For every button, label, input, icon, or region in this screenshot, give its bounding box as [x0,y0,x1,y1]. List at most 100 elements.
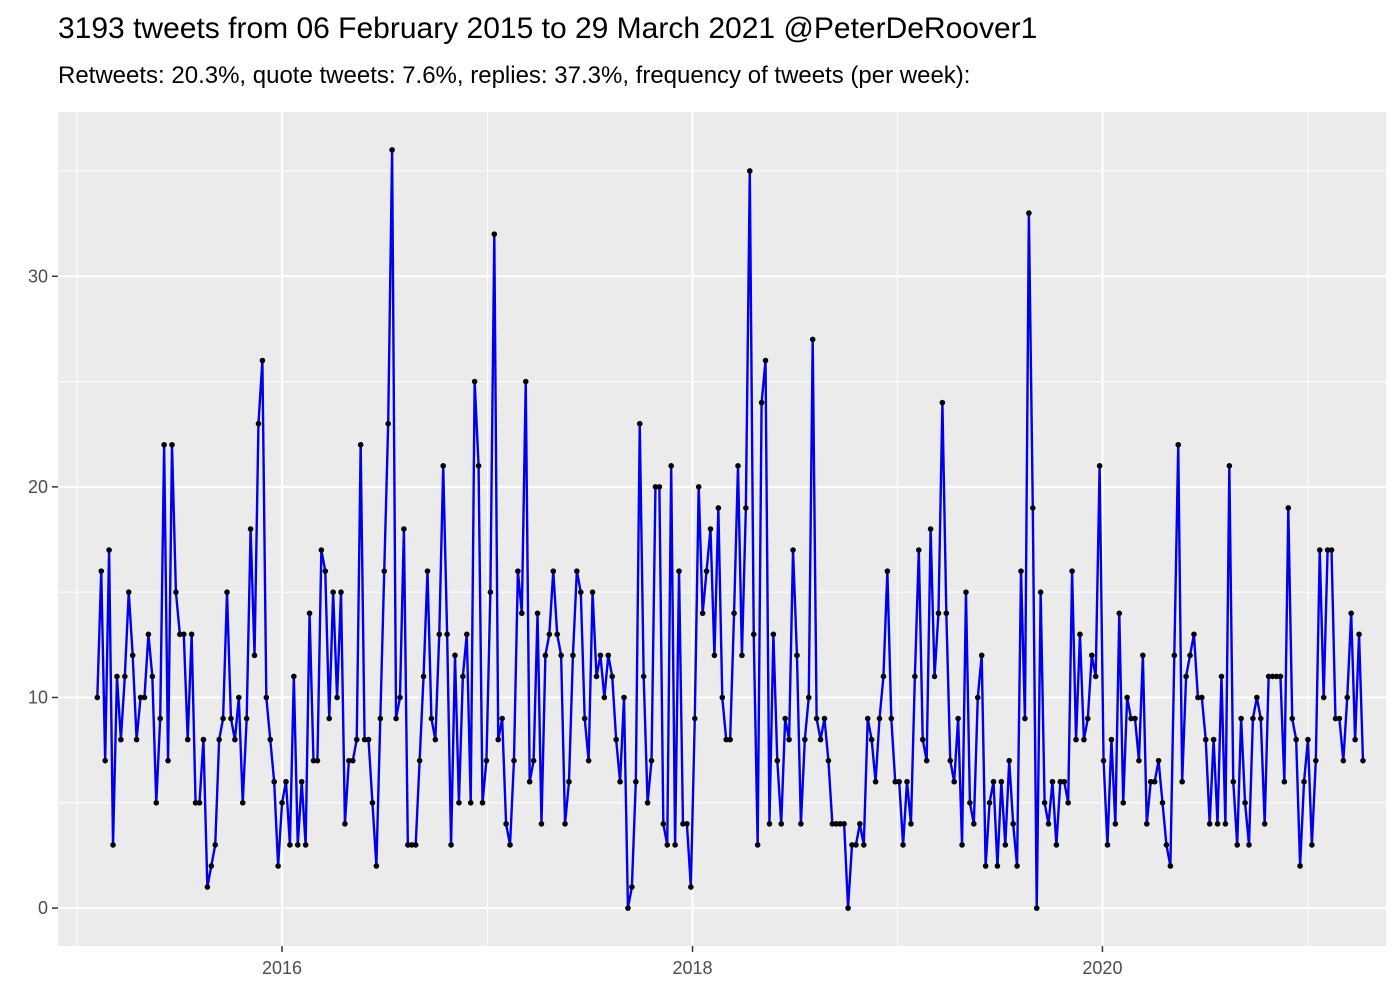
data-point [330,589,336,595]
data-point [503,821,509,827]
data-point [562,821,568,827]
data-point [998,778,1005,785]
data-point [1324,547,1331,553]
data-point [432,736,439,743]
data-point [849,842,855,848]
data-point [251,652,258,659]
data-point [857,821,863,827]
data-point [974,694,981,701]
data-point [558,652,564,659]
data-point [1049,778,1056,785]
data-point [1218,673,1225,680]
data-point [1018,568,1024,574]
data-point [416,757,423,764]
data-point [145,631,152,638]
data-point [1053,842,1060,848]
data-point [593,673,600,680]
data-point [900,842,906,848]
data-point [1136,757,1142,764]
data-point [243,715,250,722]
data-point [747,168,753,174]
data-point [927,526,934,532]
data-point [1104,842,1111,848]
data-point [711,652,718,659]
data-point [1234,842,1240,848]
data-point [122,673,128,680]
data-point [1041,799,1048,806]
data-point [1254,694,1260,701]
data-point [912,673,918,680]
data-point [318,547,325,553]
data-point [239,799,246,806]
data-point [1356,631,1362,638]
data-point [636,420,643,427]
data-point [1285,505,1292,511]
data-point [106,547,112,553]
data-point [357,441,364,448]
data-point [491,231,498,237]
data-point [1281,778,1288,785]
data-point [157,715,163,722]
data-point [581,715,588,722]
data-point [397,694,403,701]
data-point [236,694,242,701]
data-point [463,631,470,638]
data-point [161,441,167,448]
data-point [1132,715,1138,722]
data-point [971,821,977,827]
data-point [125,589,132,595]
y-axis: 0 10 20 30 [28,266,58,918]
data-point [876,715,883,722]
data-point [821,715,828,722]
data-point [365,736,372,743]
data-point [196,799,203,806]
data-point [334,694,340,701]
data-point [554,631,560,638]
chart-subtitle: Retweets: 20.3%, quote tweets: 7.6%, rep… [58,62,971,89]
x-tick-label: 2020 [1082,958,1122,978]
data-point [342,821,348,827]
data-point [98,568,105,574]
data-point [1187,652,1193,659]
data-point [1328,547,1335,553]
data-point [220,715,226,722]
chart-title: 3193 tweets from 06 February 2015 to 29 … [58,12,1038,45]
data-point [1222,821,1229,827]
data-point [1128,715,1134,722]
data-point [916,547,922,553]
data-point [790,547,796,553]
data-point [526,778,533,785]
data-point [978,652,985,659]
data-point [428,715,435,722]
data-point [141,694,148,701]
data-point [703,568,710,574]
data-point [617,778,623,785]
data-point [538,821,545,827]
data-point [629,884,635,890]
data-point [766,821,773,827]
data-point [872,778,879,785]
data-point [208,863,215,869]
data-point [668,463,674,469]
data-point [405,842,411,848]
data-point [165,757,171,764]
data-point [1277,673,1284,680]
data-point [310,757,317,764]
data-point [216,736,222,743]
data-point [1151,778,1158,785]
data-point [691,715,698,722]
data-point [837,821,843,827]
data-point [1088,652,1095,659]
data-point [833,821,840,827]
data-point [204,884,211,890]
data-point [546,631,553,638]
data-point [805,694,812,701]
data-point [931,673,938,680]
data-point [385,420,391,427]
data-point [1155,757,1162,764]
data-point [173,589,179,595]
data-point [640,673,647,680]
data-point [373,863,380,869]
data-point [1250,715,1256,722]
data-point [1320,694,1327,701]
